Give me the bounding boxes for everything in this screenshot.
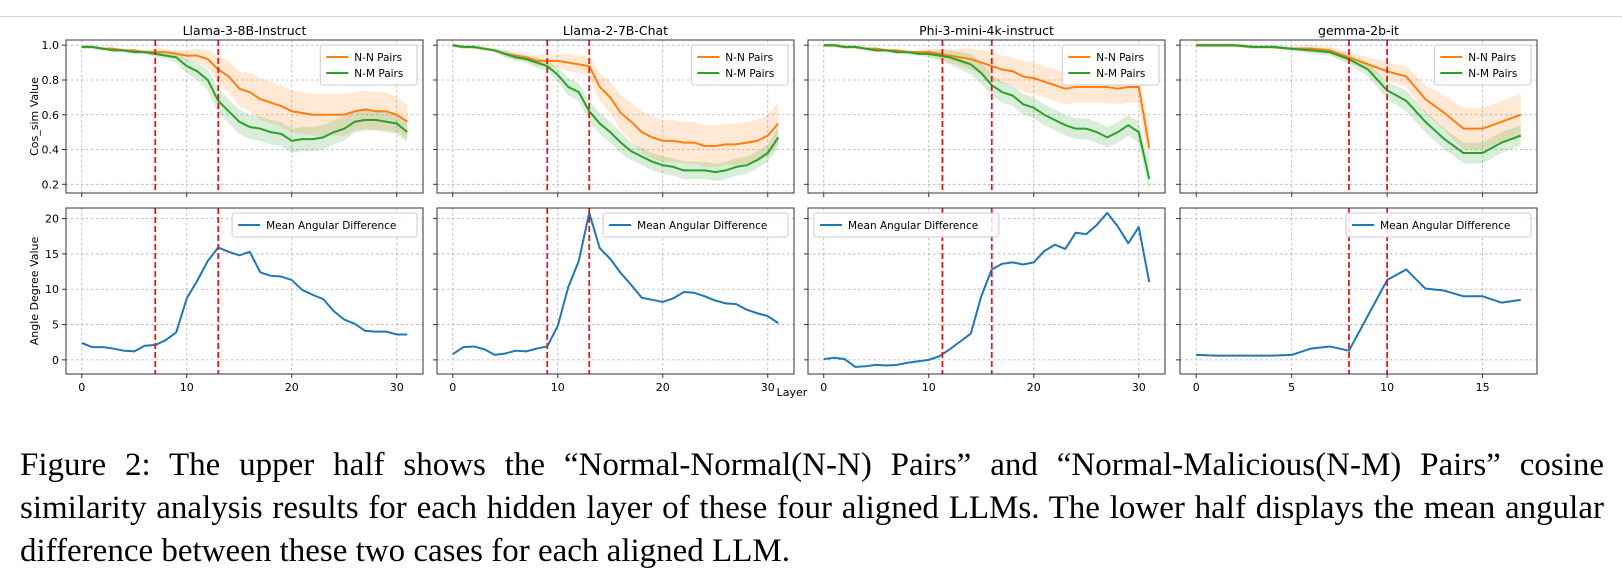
subplot-title: Phi-3-mini-4k-instruct	[919, 23, 1054, 38]
y-tick-label: 0.2	[42, 178, 60, 191]
legend-frame	[602, 212, 789, 238]
top-rule	[0, 16, 1622, 17]
y-axis-label: Angle Degree Value	[28, 237, 41, 346]
x-axis-label: Layer	[777, 386, 808, 399]
x-tick-label: 10	[180, 381, 194, 394]
mean-angular-difference-line	[452, 211, 779, 356]
legend-label: N-N Pairs	[1096, 52, 1144, 64]
x-tick-label: 10	[922, 381, 936, 394]
legend-label: Mean Angular Difference	[1380, 220, 1510, 232]
plot-frame	[436, 39, 795, 194]
x-tick-label: 15	[1476, 381, 1490, 394]
subplot-upper-2: Llama-2-7B-Chat N-N Pairs N-M Pairs	[433, 23, 795, 197]
nn-pairs-line	[81, 45, 408, 123]
legend: Mean Angular Difference	[602, 212, 789, 238]
legend: N-N Pairs N-M Pairs	[690, 44, 789, 86]
legend: Mean Angular Difference	[231, 212, 418, 238]
legend-frame	[1433, 44, 1532, 86]
y-tick-label: 1.0	[42, 39, 60, 52]
legend-label: N-N Pairs	[1468, 52, 1516, 64]
legend-frame	[319, 44, 418, 86]
legend-label: N-M Pairs	[725, 68, 774, 80]
subplot-lower-4: 0 5 10 15 Mean Angular Difference	[1176, 207, 1538, 394]
legend: Mean Angular Difference	[813, 212, 1000, 238]
legend: Mean Angular Difference	[1345, 212, 1532, 238]
plot-frame	[807, 39, 1166, 194]
plot-frame	[436, 207, 795, 375]
plot-frame	[1179, 39, 1538, 194]
subplot-lower-3: 0 10 20 30 Layer Mean Angular Difference	[777, 207, 1166, 399]
x-tick-label: 10	[1380, 381, 1394, 394]
legend-frame	[1345, 212, 1532, 238]
plot-frame	[65, 39, 424, 194]
y-tick-label: 20	[45, 213, 59, 226]
confidence-band-nm	[452, 43, 779, 181]
y-tick-label: 0.6	[42, 109, 60, 122]
subplot-title: Llama-3-8B-Instruct	[183, 23, 307, 38]
x-tick-label: 0	[78, 381, 85, 394]
mean-angular-difference-line	[1196, 268, 1521, 357]
subplot-upper-4: gemma-2b-it N-N Pairs N-M Pairs	[1176, 23, 1538, 197]
legend-label: N-M Pairs	[1468, 68, 1517, 80]
nm-pairs-line	[452, 44, 780, 174]
subplot-lower-1: 0 5 10 15 20 0 10 20 30 Angle Degree Value Mean An…	[28, 207, 424, 394]
x-tick-label: 30	[390, 381, 404, 394]
plot-frame	[65, 207, 424, 375]
subplot-upper-3: Phi-3-mini-4k-instruct N-N Pairs N-M Pairs	[804, 23, 1166, 197]
caption-text: Figure 2: The upper half shows the “Norm…	[20, 447, 1604, 569]
confidence-band-nm	[823, 43, 1150, 194]
x-tick-label: 20	[285, 381, 299, 394]
y-tick-label: 10	[45, 283, 59, 296]
legend: N-N Pairs N-M Pairs	[1433, 44, 1532, 86]
nm-pairs-line	[81, 45, 408, 142]
x-tick-label: 20	[656, 381, 670, 394]
legend-label: N-N Pairs	[725, 52, 773, 64]
y-tick-label: 15	[45, 248, 59, 261]
x-tick-label: 30	[1132, 381, 1146, 394]
mean-angular-difference-line	[81, 246, 408, 353]
nn-pairs-line	[823, 44, 1151, 148]
x-tick-label: 30	[761, 381, 775, 394]
subplot-title: Llama-2-7B-Chat	[563, 23, 668, 38]
confidence-band-nn	[1196, 43, 1521, 150]
nm-pairs-line	[823, 44, 1151, 180]
subplot-upper-1: 0.2 0.4 0.6 0.8 1.0 Llama-3-8B-Instruct Cos_si…	[28, 23, 424, 197]
legend-frame	[1061, 44, 1160, 86]
legend-label: N-M Pairs	[354, 68, 403, 80]
legend-label: N-M Pairs	[1096, 68, 1145, 80]
plot-frame	[807, 207, 1166, 375]
figure-2-chart-grid: 0.2 0.4 0.6 0.8 1.0 Llama-3-8B-Instruct Cos_si…	[28, 23, 1538, 399]
legend-label: Mean Angular Difference	[637, 220, 767, 232]
legend-frame	[231, 212, 418, 238]
legend: N-N Pairs N-M Pairs	[319, 44, 418, 86]
x-tick-label: 0	[1193, 381, 1200, 394]
nm-pairs-line	[1196, 44, 1522, 155]
confidence-band-nm	[81, 45, 408, 154]
x-tick-label: 5	[1288, 381, 1295, 394]
y-tick-label: 0.4	[42, 144, 60, 157]
x-tick-label: 0	[820, 381, 827, 394]
y-tick-label: 5	[52, 319, 59, 332]
mean-angular-difference-line	[823, 211, 1151, 368]
legend-frame	[813, 212, 1000, 238]
x-tick-label: 0	[449, 381, 456, 394]
legend: N-N Pairs N-M Pairs	[1061, 44, 1160, 86]
x-tick-label: 20	[1027, 381, 1041, 394]
figure-caption: Figure 2: The upper half shows the “Norm…	[20, 444, 1604, 573]
plot-frame	[1179, 207, 1538, 375]
y-axis-label: Cos_sim Value	[28, 77, 41, 156]
y-tick-label: 0.8	[42, 74, 60, 87]
y-tick-label: 0	[52, 354, 59, 367]
legend-label: Mean Angular Difference	[848, 220, 978, 232]
subplot-lower-2: 0 10 20 30 Mean Angular Difference	[433, 207, 795, 394]
subplot-title: gemma-2b-it	[1318, 23, 1399, 38]
legend-label: N-N Pairs	[354, 52, 402, 64]
legend-frame	[690, 44, 789, 86]
legend-label: Mean Angular Difference	[266, 220, 396, 232]
x-tick-label: 10	[551, 381, 565, 394]
